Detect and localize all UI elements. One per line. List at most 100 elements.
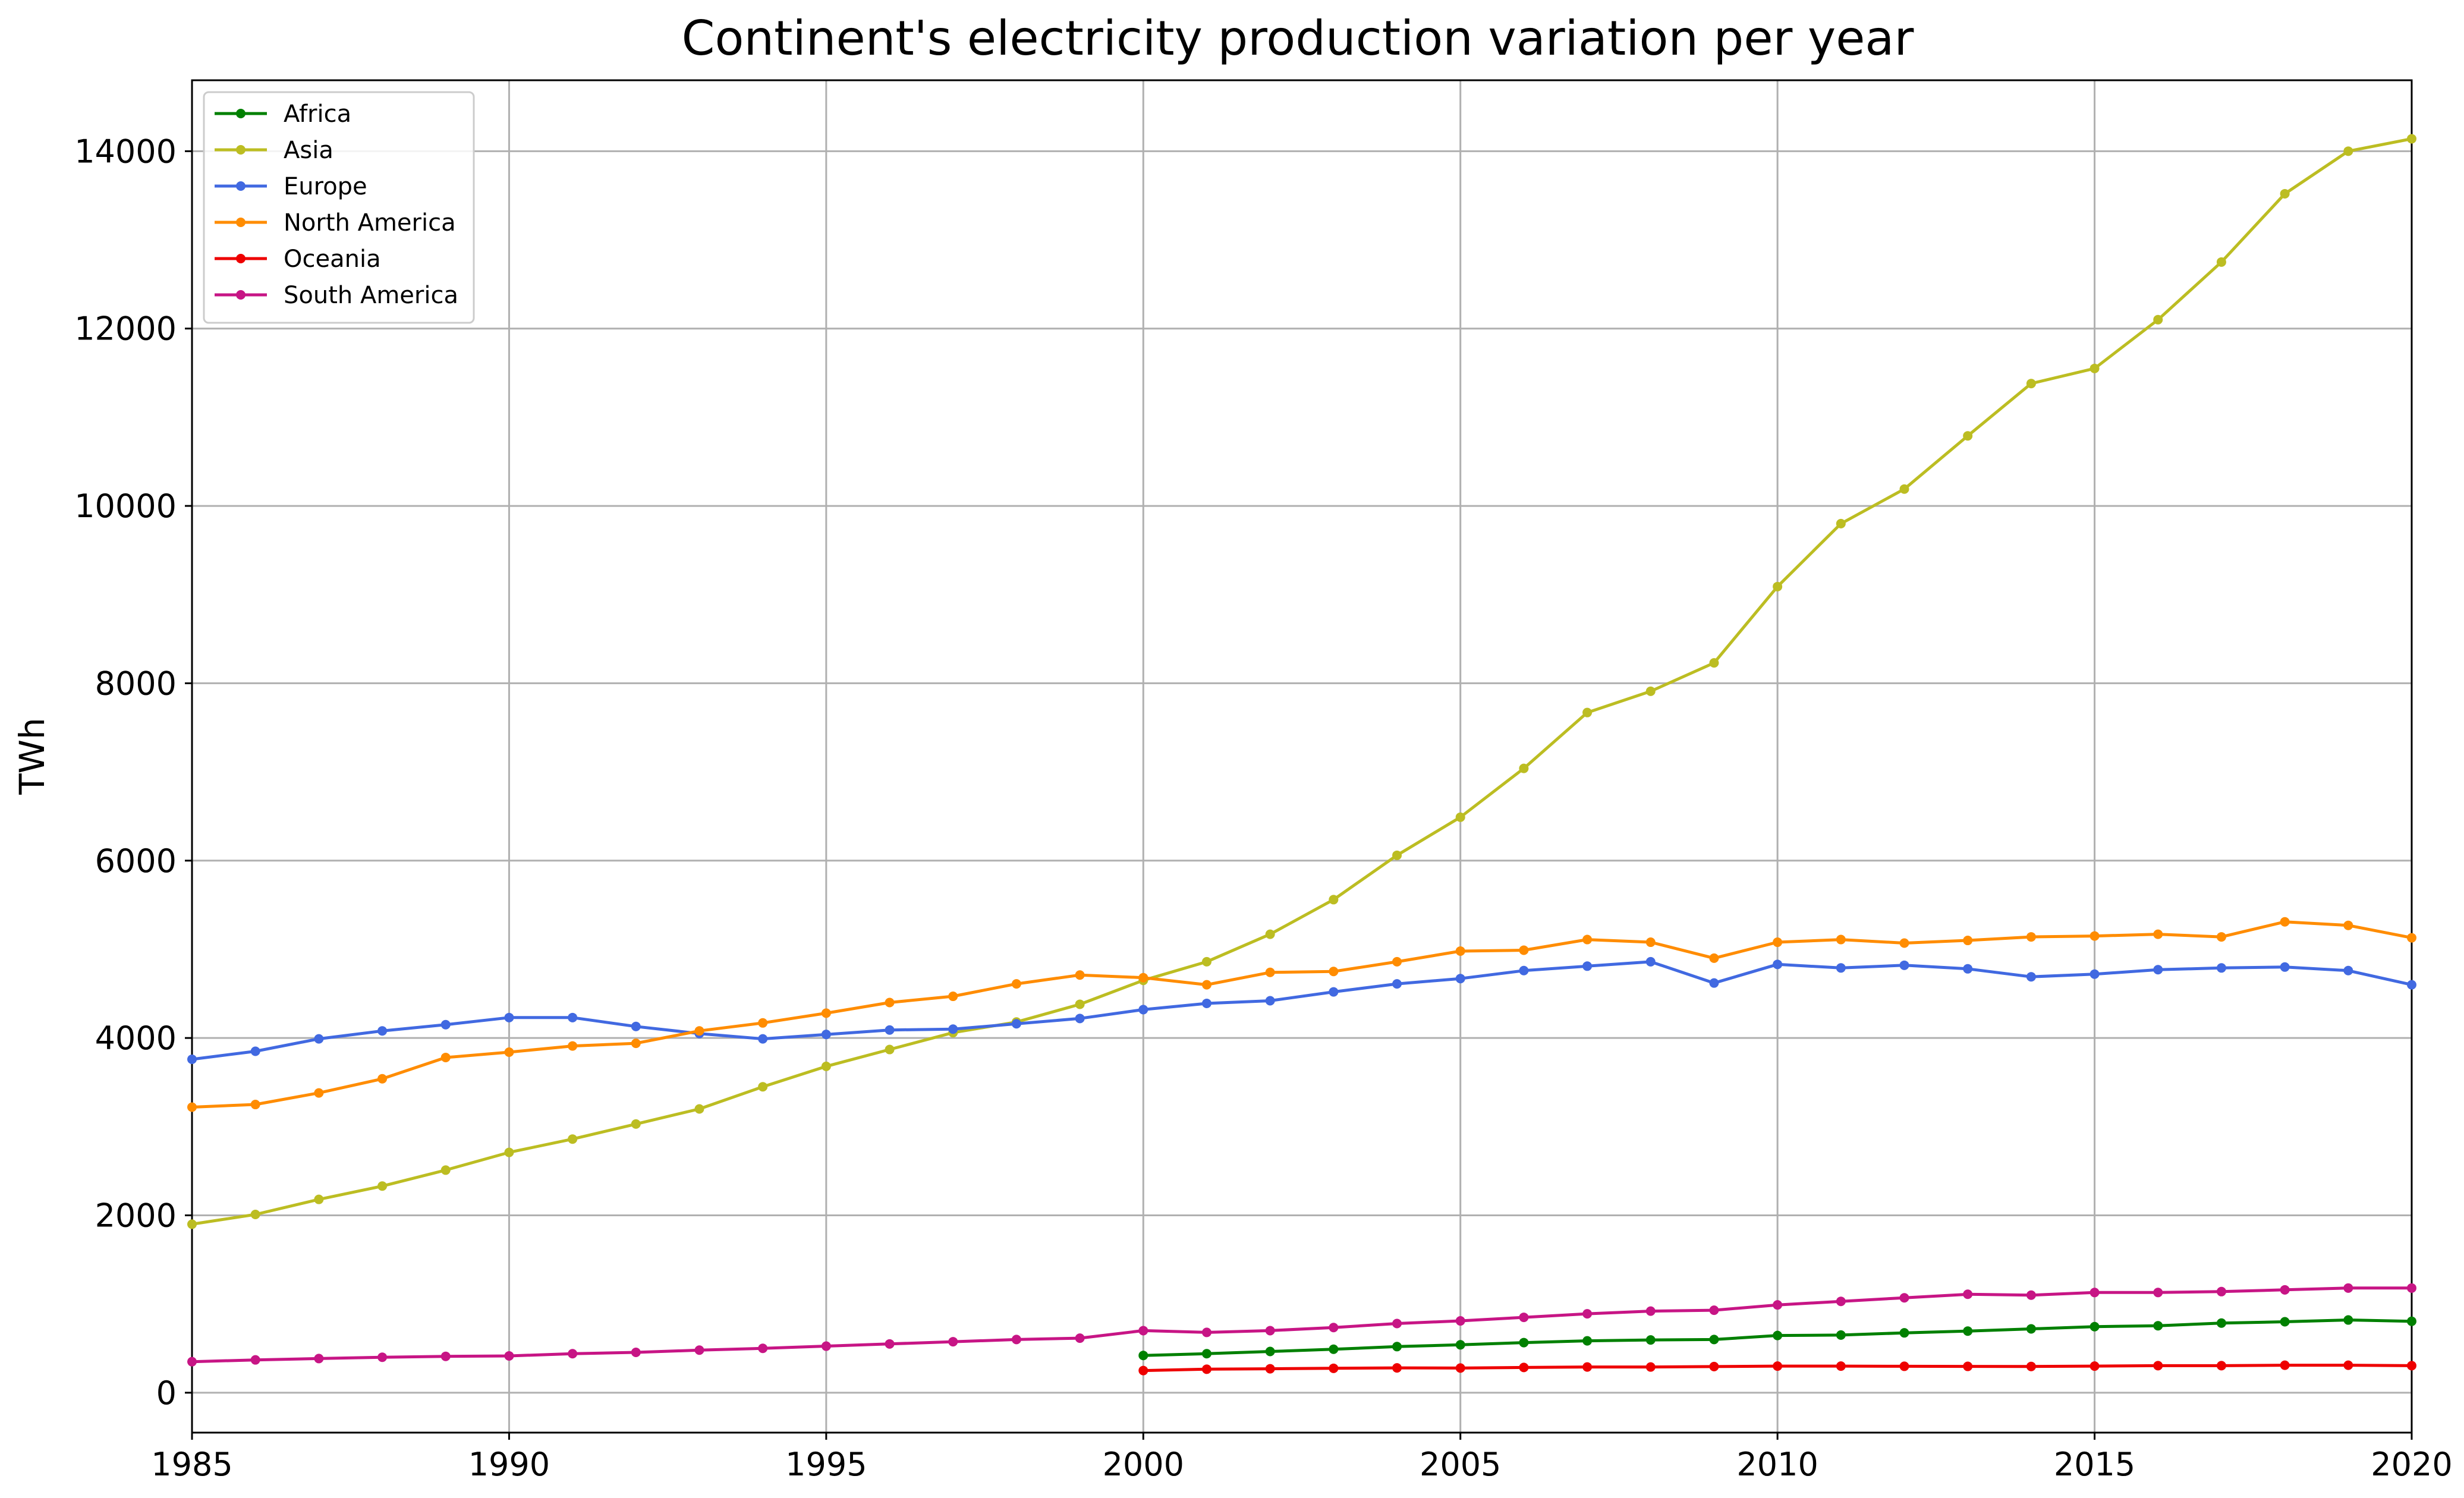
data-point [568, 1349, 578, 1359]
data-point [1899, 484, 1909, 494]
data-point [1138, 1326, 1148, 1336]
data-point [377, 1026, 388, 1036]
data-point [1709, 1335, 1719, 1345]
series-line [191, 960, 2412, 1061]
data-point [2153, 965, 2163, 975]
x-tick-label: 1990 [468, 1446, 550, 1483]
series-asia [187, 134, 2416, 1229]
data-point [1836, 1361, 1846, 1371]
legend-label: Africa [284, 100, 351, 128]
series-line [191, 137, 2412, 1226]
data-point [821, 1008, 831, 1018]
legend-item: Asia [215, 137, 333, 164]
data-point [1138, 1365, 1148, 1376]
data-point [568, 1041, 578, 1051]
data-point [377, 1181, 388, 1191]
data-point [250, 1210, 260, 1220]
data-point [1645, 956, 1656, 967]
data-point [948, 1337, 958, 1347]
data-point [2280, 1360, 2290, 1370]
data-point [2343, 920, 2353, 930]
data-point [1201, 980, 1211, 990]
legend-label: Europe [284, 173, 367, 200]
data-point [1645, 1306, 1656, 1316]
data-point [250, 1355, 260, 1365]
data-point [2343, 146, 2353, 156]
data-point [1265, 967, 1275, 977]
data-point [1455, 812, 1465, 822]
legend-item: Oceania [215, 246, 381, 273]
data-point [2216, 1361, 2226, 1371]
legend-item: North America [215, 209, 456, 237]
data-point [440, 1165, 451, 1175]
y-axis-label: TWh [12, 717, 52, 795]
data-point [1963, 936, 1973, 946]
data-point [758, 1034, 768, 1044]
data-point [1963, 1289, 1973, 1299]
data-point [1392, 956, 1402, 967]
data-point [1963, 1326, 1973, 1336]
series-north-america [187, 917, 2416, 1112]
legend-item: Europe [215, 173, 367, 200]
data-point [1773, 959, 1783, 970]
data-point [1963, 431, 1973, 441]
data-point [1963, 1361, 1973, 1371]
data-point [1392, 1342, 1402, 1352]
legend-swatch-marker [236, 181, 246, 191]
plot-frame [191, 79, 2413, 1434]
data-point [1011, 1335, 1021, 1345]
legend-swatch-marker [236, 254, 246, 263]
series-oceania [1138, 1360, 2416, 1376]
data-point [1773, 1361, 1783, 1371]
data-point [1899, 960, 1909, 970]
data-point [1138, 1351, 1148, 1361]
data-point [2089, 931, 2100, 941]
data-point [1519, 1338, 1529, 1348]
legend-item: Africa [215, 100, 351, 128]
data-point [1836, 1330, 1846, 1340]
data-point [1899, 1361, 1909, 1371]
data-point [314, 1034, 324, 1044]
data-point [885, 1339, 895, 1349]
data-point [631, 1038, 641, 1049]
data-point [1709, 953, 1719, 963]
data-point [1582, 961, 1593, 971]
x-tick-label: 2015 [2054, 1446, 2135, 1483]
data-point [2407, 134, 2416, 144]
data-point [1265, 1326, 1275, 1336]
data-point [821, 1341, 831, 1351]
chart-title: Continent's electricity production varia… [682, 11, 1914, 66]
data-point [568, 1134, 578, 1144]
data-point [2343, 965, 2353, 975]
y-tick-label: 2000 [95, 1197, 177, 1235]
data-point [2407, 1283, 2416, 1293]
x-tick-label: 2020 [2371, 1446, 2452, 1483]
data-point [2216, 1318, 2226, 1328]
data-point [1582, 1336, 1593, 1346]
data-point [1075, 999, 1085, 1009]
legend: Africa Asia Europe North America Oceania Sout… [203, 91, 475, 324]
data-point [885, 997, 895, 1008]
data-point [440, 1351, 451, 1361]
legend-label: North America [284, 209, 456, 237]
data-point [2280, 962, 2290, 972]
data-point [948, 1024, 958, 1034]
data-point [1265, 929, 1275, 939]
data-point [2216, 1286, 2226, 1296]
data-point [1899, 1293, 1909, 1303]
legend-swatch-marker [236, 145, 246, 155]
data-point [631, 1347, 641, 1357]
legend-swatch-marker [236, 290, 246, 300]
data-point [187, 1054, 197, 1064]
data-point [1138, 973, 1148, 983]
y-tick-label: 4000 [95, 1019, 177, 1057]
data-point [1709, 658, 1719, 668]
data-point [187, 1357, 197, 1367]
data-point [1645, 1335, 1656, 1345]
data-point [440, 1052, 451, 1062]
data-point [694, 1345, 704, 1355]
data-point [2343, 1315, 2353, 1325]
data-point [2026, 932, 2036, 942]
data-point [2089, 969, 2100, 979]
data-point [1709, 978, 1719, 988]
